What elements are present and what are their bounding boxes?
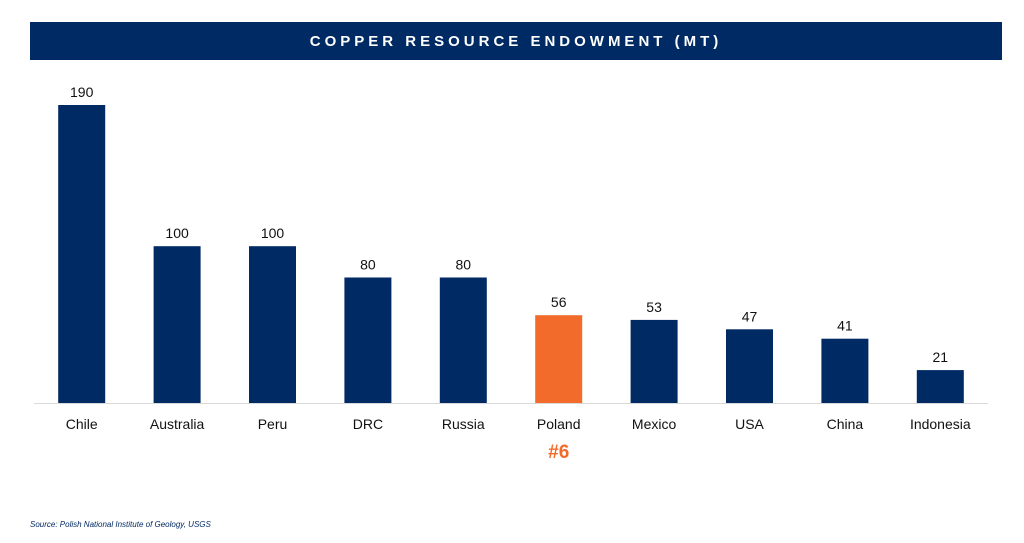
data-label-russia: 80 [456,257,472,273]
category-label-indonesia: Indonesia [910,416,971,432]
chart-title: COPPER RESOURCE ENDOWMENT (MT) [309,32,723,50]
bar-drc [344,277,392,403]
data-label-indonesia: 21 [933,349,949,365]
rank-annotation: #6 [548,442,569,463]
bar-poland [535,315,583,403]
data-label-usa: 47 [742,308,758,324]
bar-indonesia [916,370,964,403]
data-label-peru: 100 [261,225,285,241]
category-label-poland: Poland [537,416,581,432]
data-label-china: 41 [837,318,853,334]
bar-australia [153,246,201,403]
category-label-drc: DRC [353,416,383,432]
bar-chile [58,105,106,403]
category-label-peru: Peru [258,416,288,432]
bar-usa [726,329,773,403]
bar-china [821,338,869,403]
bar-russia [439,277,487,403]
chart-title-bar: COPPER RESOURCE ENDOWMENT (MT) [30,22,1002,60]
category-label-china: China [827,416,864,432]
data-label-mexico: 53 [646,299,662,315]
bar-mexico [630,319,678,403]
category-label-australia: Australia [150,416,205,432]
category-label-mexico: Mexico [632,416,677,432]
data-label-drc: 80 [360,257,376,273]
category-label-russia: Russia [442,416,485,432]
bar-peru [249,246,296,403]
category-label-usa: USA [735,416,764,432]
category-label-chile: Chile [66,416,98,432]
data-label-australia: 100 [165,225,189,241]
data-label-poland: 56 [551,294,567,310]
data-label-chile: 190 [70,84,94,100]
source-note: Source: Polish National Institute of Geo… [30,520,211,529]
